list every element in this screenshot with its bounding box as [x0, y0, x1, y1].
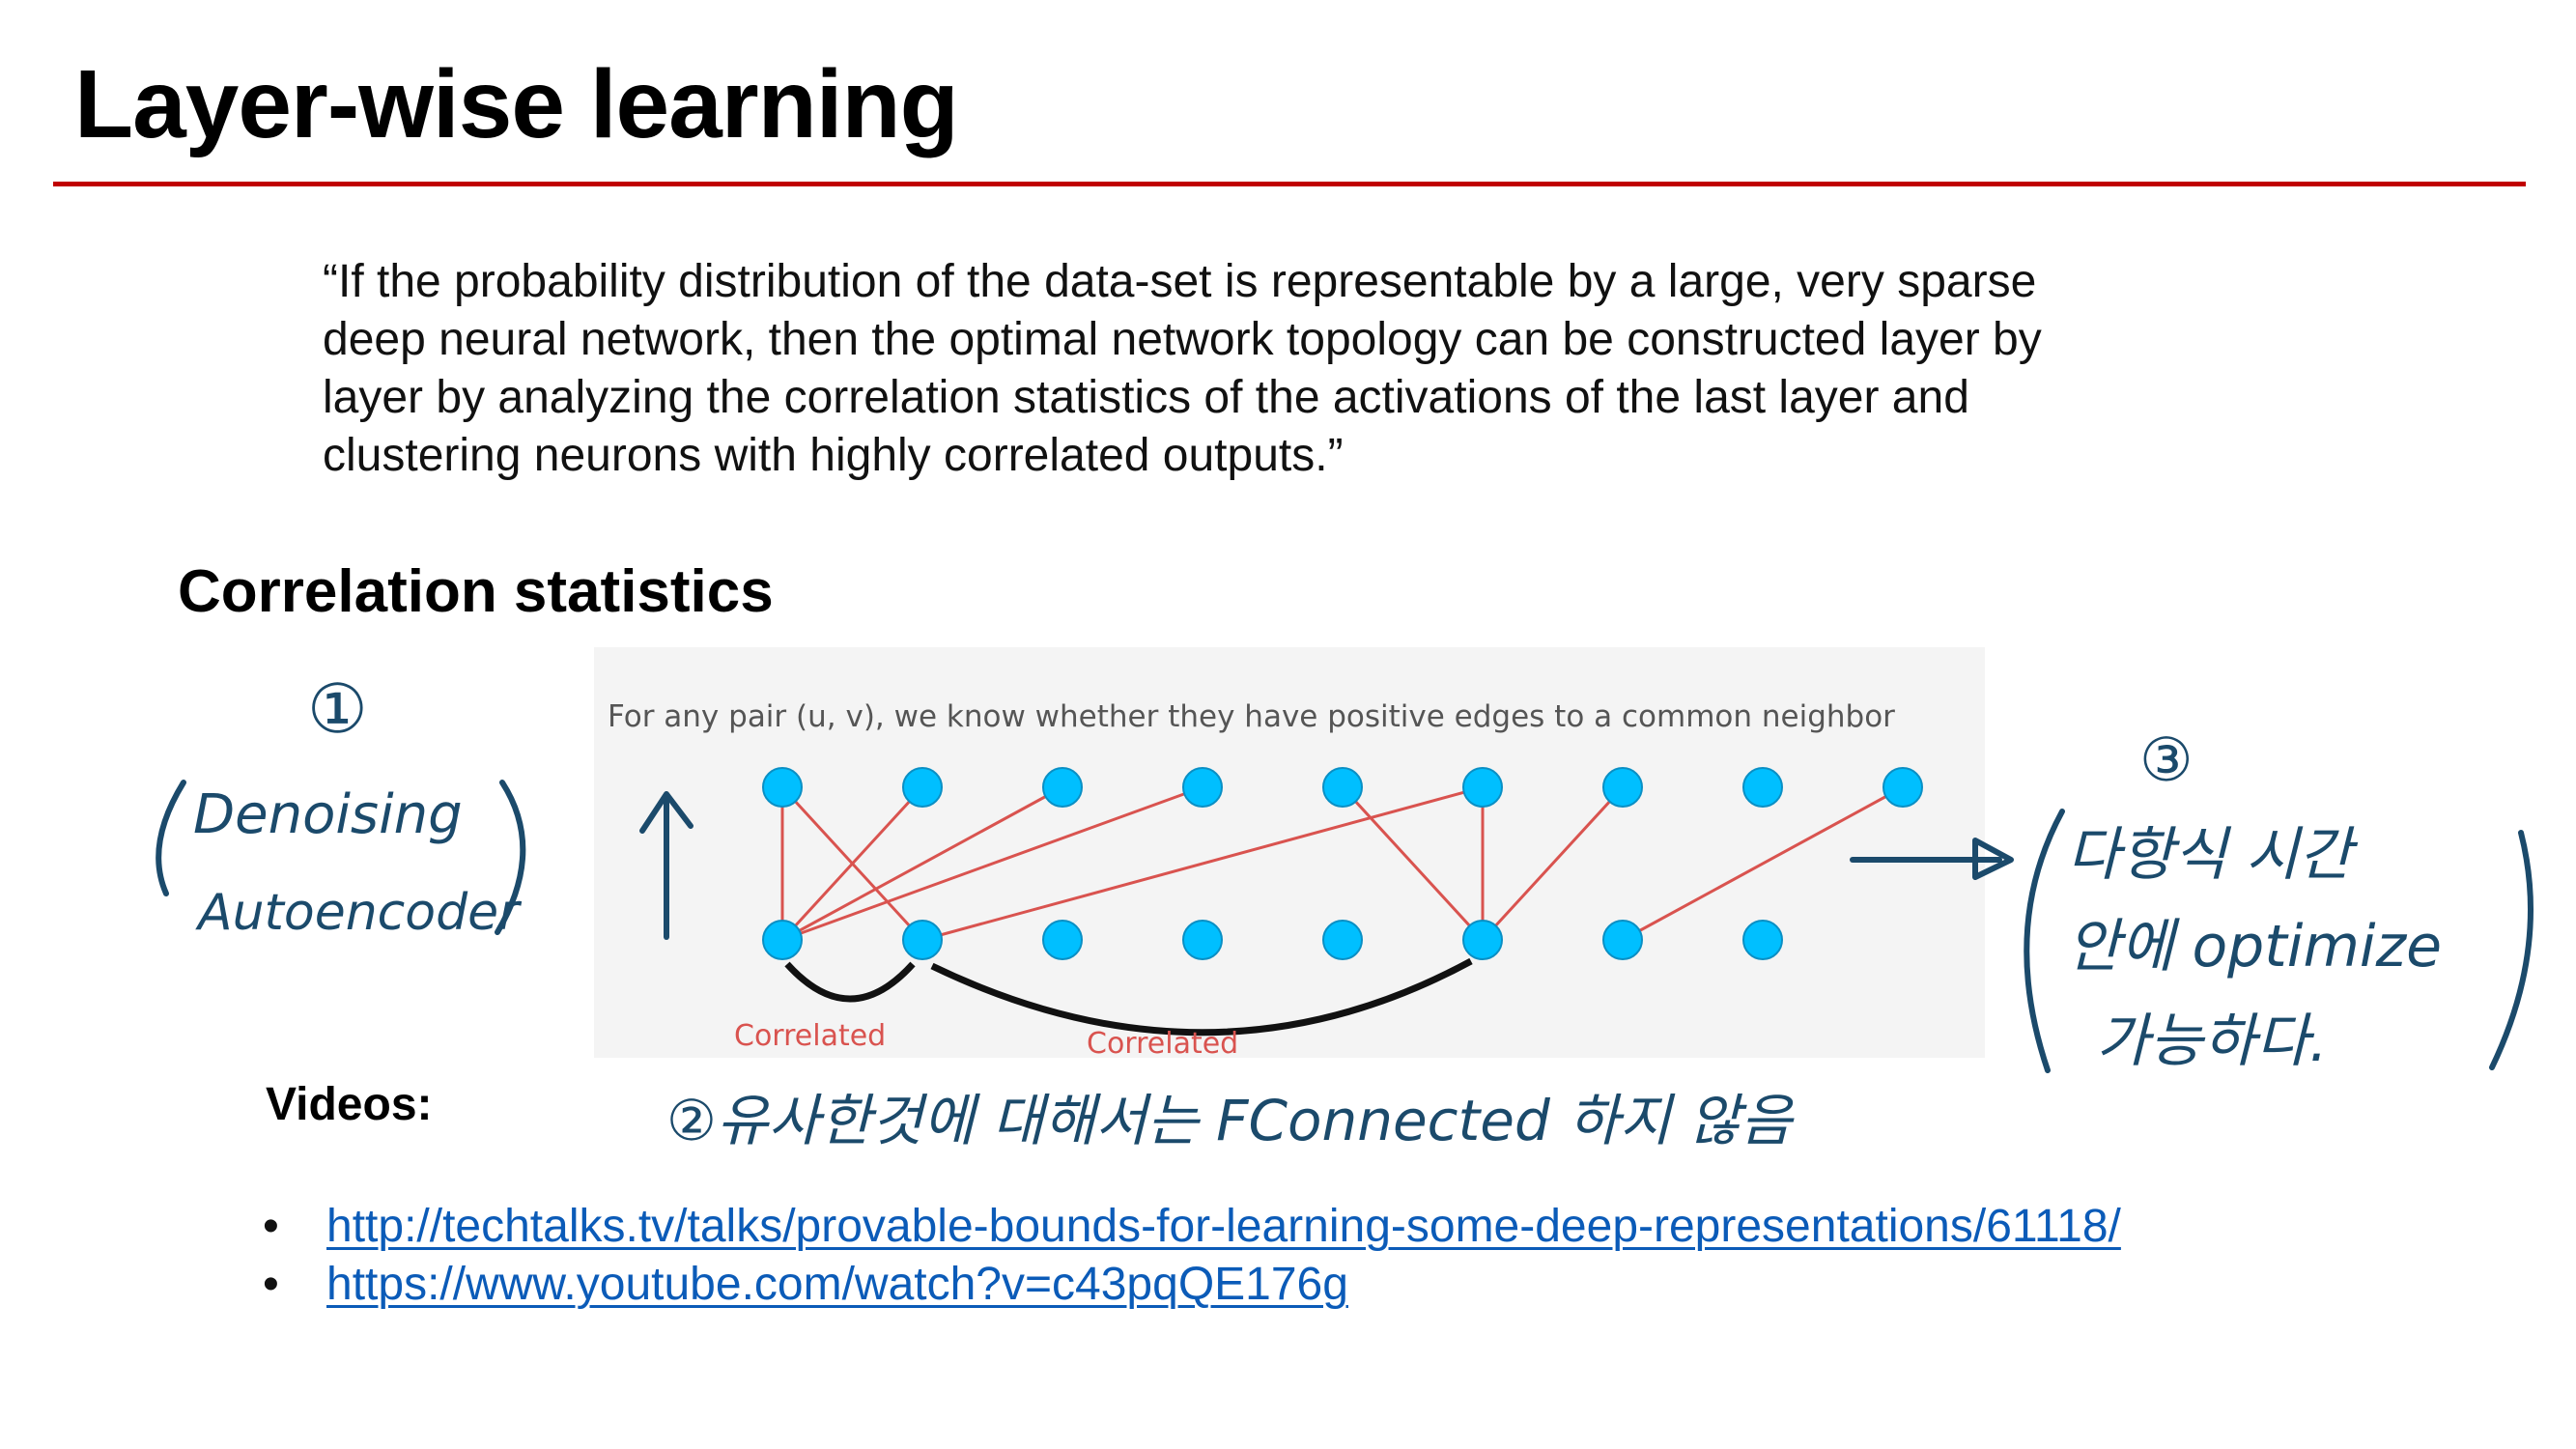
note-3-text: 다항식 시간: [2067, 821, 2359, 889]
node: [1322, 920, 1363, 960]
bullet-icon: •: [263, 1201, 279, 1252]
ink-paren-left: [156, 780, 186, 896]
node: [1462, 767, 1503, 808]
ink-paren-right: [495, 780, 526, 935]
node: [1462, 920, 1503, 960]
quote-line: clustering neurons with highly correlate…: [323, 430, 1344, 481]
correlated-label: Correlated: [734, 1019, 886, 1053]
node: [1742, 767, 1783, 808]
edge: [921, 785, 1484, 942]
quote-line: deep neural network, then the optimal ne…: [323, 314, 2042, 365]
quote-line: layer by analyzing the correlation stati…: [323, 372, 1969, 423]
note-1-text: Denoising: [193, 783, 463, 846]
list-item: • https://www.youtube.com/watch?v=c43pqQ…: [263, 1256, 2121, 1314]
node: [1742, 920, 1783, 960]
title-underline: [53, 182, 2526, 186]
top-node-row: [762, 767, 1923, 808]
note-2-text: ②유사한것에 대해서는 FConnected 하지 않음: [666, 1088, 1795, 1153]
edge-group: [780, 785, 1904, 942]
node: [1182, 767, 1223, 808]
node: [1042, 920, 1083, 960]
ink-paren-right: [2489, 830, 2534, 1070]
node: [1182, 920, 1223, 960]
correlation-figure: For any pair (u, v), we know whether the…: [594, 647, 1985, 1058]
edge: [781, 785, 1203, 942]
video-link-list: • http://techtalks.tv/talks/provable-bou…: [263, 1198, 2121, 1314]
ink-paren-left: [2024, 809, 2065, 1073]
edge: [1481, 785, 1625, 942]
correlated-arc: [930, 957, 1473, 1037]
node: [762, 767, 803, 808]
note-3-text: 가능하다.: [2096, 1008, 2328, 1075]
node: [1602, 920, 1643, 960]
edge: [781, 785, 1063, 942]
node: [1882, 767, 1923, 808]
correlated-label: Correlated: [1087, 1027, 1238, 1058]
edge: [1341, 785, 1485, 942]
bottom-node-row: [762, 920, 1783, 960]
bullet-icon: •: [263, 1259, 279, 1310]
youtube-link[interactable]: https://www.youtube.com/watch?v=c43pqQE1…: [326, 1259, 1348, 1310]
note-3-text: 안에 optimize: [2067, 913, 2442, 980]
node: [902, 767, 943, 808]
slide-title: Layer-wise learning: [74, 50, 959, 158]
node: [1322, 767, 1363, 808]
note-1-text: Autoencoder: [195, 884, 523, 942]
quote-block: “If the probability distribution of the …: [323, 253, 2274, 485]
figure-background: [594, 647, 1985, 1058]
techtalks-link[interactable]: http://techtalks.tv/talks/provable-bound…: [326, 1201, 2121, 1252]
note-1-number: ①: [307, 669, 368, 749]
node: [1602, 767, 1643, 808]
list-item: • http://techtalks.tv/talks/provable-bou…: [263, 1198, 2121, 1256]
node: [762, 920, 803, 960]
node: [902, 920, 943, 960]
edge: [780, 785, 924, 942]
quote-line: “If the probability distribution of the …: [323, 256, 2037, 307]
section-heading: Correlation statistics: [178, 558, 774, 625]
figure-caption: For any pair (u, v), we know whether the…: [608, 699, 1895, 734]
note-3-number: ③: [2139, 724, 2194, 795]
node: [1042, 767, 1083, 808]
correlated-arc: [784, 961, 916, 1003]
videos-label: Videos:: [266, 1079, 433, 1130]
edge: [1622, 785, 1904, 942]
